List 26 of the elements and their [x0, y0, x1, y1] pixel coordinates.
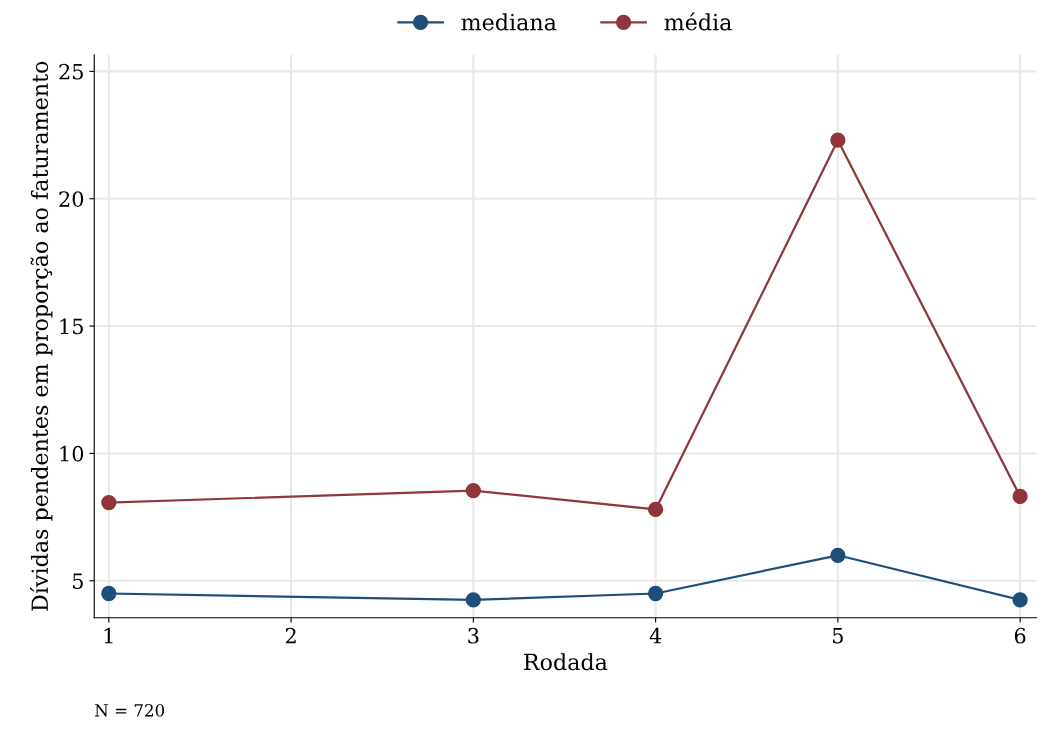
legend-label: média [664, 12, 732, 31]
y-tick-label: 5 [73, 573, 83, 589]
y-axis-title: Dívidas pendentes em proporção ao faturamento [30, 61, 53, 611]
point [465, 592, 481, 608]
point [1012, 488, 1028, 505]
x-tick-label: 6 [1014, 627, 1026, 644]
x-tick-label: 4 [649, 627, 662, 644]
x-tick-label: 3 [468, 627, 479, 644]
x-tick-label: 5 [833, 628, 843, 644]
point [465, 482, 481, 499]
point [830, 132, 846, 148]
text: N = 720 [95, 704, 165, 717]
point [101, 494, 117, 511]
point [830, 547, 846, 563]
x-tick-label: 1 [104, 627, 113, 644]
x-tick-label: 2 [285, 627, 296, 644]
y-tick-label: 15 [60, 318, 83, 335]
point [647, 585, 664, 602]
y-tick-label: 25 [59, 63, 83, 80]
legend-label: mediana [461, 13, 557, 31]
x-axis-title: Rodada [524, 653, 608, 671]
point [647, 501, 664, 518]
point [101, 585, 117, 602]
y-tick-label: 10 [60, 445, 84, 462]
y-tick-label: 20 [59, 191, 84, 207]
point [1012, 592, 1028, 608]
